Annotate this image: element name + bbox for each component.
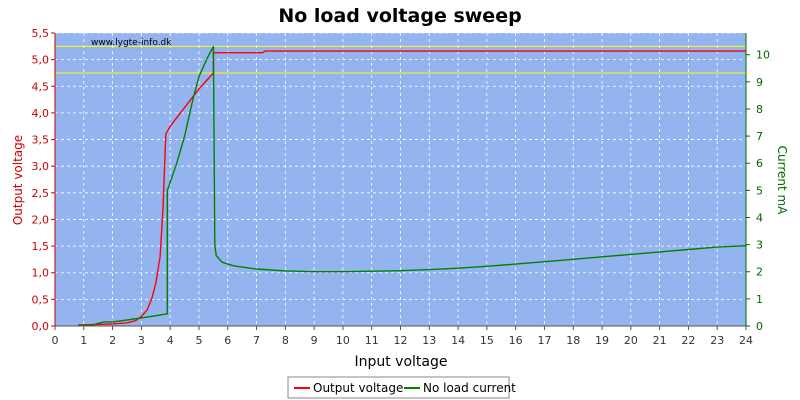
- x-tick-label: 19: [595, 334, 609, 347]
- x-tick-label: 22: [681, 334, 695, 347]
- y-right-tick-label: 7: [756, 130, 763, 143]
- y-left-tick-label: 5,5: [32, 27, 50, 40]
- x-tick-label: 14: [451, 334, 465, 347]
- y-right-tick-label: 6: [756, 157, 763, 170]
- series-layer: [77, 45, 747, 327]
- x-tick-label: 7: [253, 334, 260, 347]
- y-left-tick-label: 1,0: [32, 267, 50, 280]
- x-tick-label: 15: [480, 334, 494, 347]
- x-tick-label: 6: [224, 334, 231, 347]
- y-left-tick-label: 3,0: [32, 160, 50, 173]
- chart-title: No load voltage sweep: [278, 5, 521, 27]
- grid: [55, 32, 747, 326]
- x-tick-label: 18: [566, 334, 580, 347]
- y-right-tick-label: 2: [756, 266, 763, 279]
- x-tick-label: 24: [739, 334, 753, 347]
- y-right-tick-label: 9: [756, 76, 763, 89]
- x-tick-label: 9: [311, 334, 318, 347]
- x-tick-label: 17: [537, 334, 551, 347]
- x-tick-label: 0: [52, 334, 59, 347]
- y-right-tick-label: 4: [756, 211, 763, 224]
- y-left-tick-label: 4,5: [32, 80, 50, 93]
- x-tick-label: 12: [394, 334, 408, 347]
- y-left-tick-label: 1,5: [32, 240, 50, 253]
- y-right-tick-label: 3: [756, 239, 763, 252]
- y-left-tick-label: 4,0: [32, 107, 50, 120]
- y-right-tick-labels: 0 1 2 3 4 5 6 7 8 9 10: [756, 49, 770, 333]
- x-tick-label: 21: [653, 334, 667, 347]
- y-left-tick-label: 2,0: [32, 213, 50, 226]
- y-right-tick-label: 0: [756, 320, 763, 333]
- y-axis-right-label: Current mA: [775, 146, 789, 216]
- x-tick-label: 10: [336, 334, 350, 347]
- y-left-tick-label: 0,0: [32, 320, 50, 333]
- legend-box: [287, 376, 510, 399]
- plot-area: www.lygte-info.dk: [55, 32, 747, 327]
- x-tick-label: 3: [138, 334, 145, 347]
- x-tick-label: 13: [422, 334, 436, 347]
- y-right-tick-label: 8: [756, 103, 763, 116]
- axes: [51, 32, 750, 330]
- x-axis-label: Input voltage: [354, 354, 447, 370]
- y-right-tick-label: 10: [756, 49, 770, 62]
- legend-label-output-voltage: Output voltage: [313, 381, 403, 395]
- y-right-tick-label: 5: [756, 184, 763, 197]
- y-axis-left-label: Output voltage: [11, 135, 25, 225]
- series-line-no-load-current: [77, 45, 747, 327]
- y-left-tick-label: 2,5: [32, 187, 50, 200]
- y-left-tick-label: 0,5: [32, 293, 50, 306]
- y-left-tick-label: 5,0: [32, 54, 50, 67]
- x-tick-label: 8: [282, 334, 289, 347]
- reference-lines: [55, 45, 746, 74]
- x-tick-label: 11: [365, 334, 379, 347]
- x-tick-label: 1: [80, 334, 87, 347]
- y-right-tick-label: 1: [756, 293, 763, 306]
- y-left-tick-label: 3,5: [32, 134, 50, 147]
- watermark: www.lygte-info.dk: [91, 38, 172, 48]
- x-tick-labels: 0 1 2 3 4 5 6 7 8 9 10 11 12 13 14 15 16 17 18 19 20 21 22 23 24: [52, 334, 754, 347]
- y-left-tick-labels: 0,0 0,5 1,0 1,5 2,0 2,5 3,0 3,5 4,0 4,5 5,0 5,5: [32, 27, 50, 333]
- x-tick-label: 16: [509, 334, 523, 347]
- x-tick-label: 2: [109, 334, 116, 347]
- x-tick-label: 23: [710, 334, 724, 347]
- legend: Output voltage No load current: [287, 376, 516, 399]
- x-tick-label: 5: [195, 334, 202, 347]
- legend-label-no-load-current: No load current: [423, 381, 516, 395]
- x-tick-label: 4: [167, 334, 174, 347]
- x-tick-label: 20: [624, 334, 638, 347]
